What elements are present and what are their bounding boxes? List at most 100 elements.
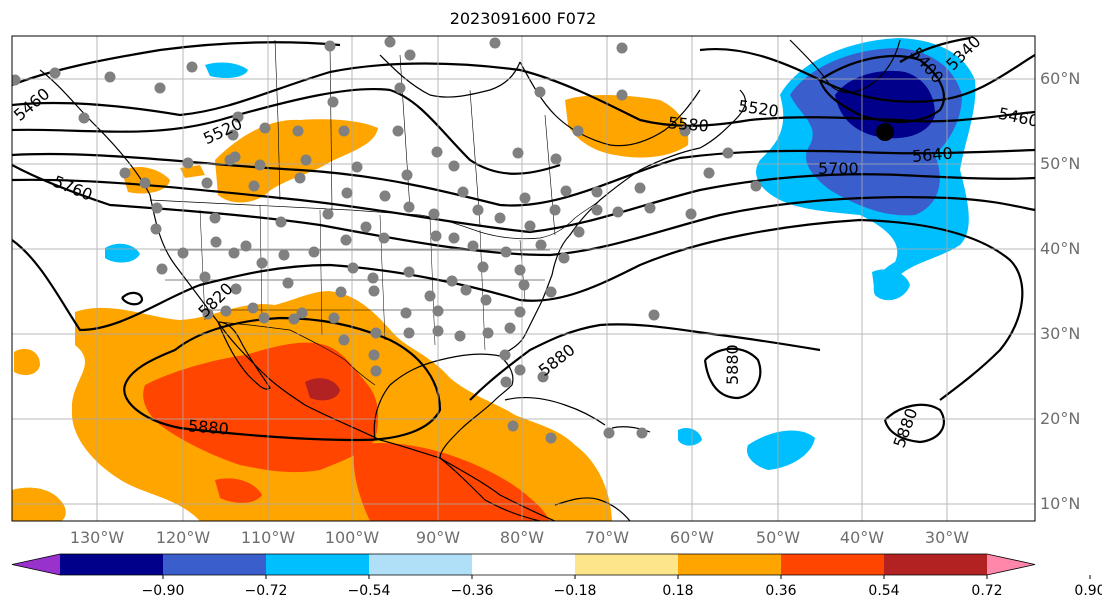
station-marker [230,283,242,295]
coastline-labrador [519,61,701,147]
station-marker [448,232,460,244]
station-marker [335,286,347,298]
contour-5520-east [699,47,1035,103]
colorbar-tick-label: −0.36 [451,583,494,599]
station-marker [150,223,162,235]
station-marker [139,177,151,189]
station-marker [338,334,350,346]
lat-label: 30°N [1040,324,1080,343]
station-marker [558,252,570,264]
colorbar-tick-label: −0.18 [554,583,597,599]
map-title: 2023091600 F072 [449,9,597,28]
station-marker [424,290,436,302]
station-marker [292,125,304,137]
station-marker [220,305,232,317]
lon-label: 70°W [585,528,629,547]
anomaly-region-pacific-lightblue [105,243,140,263]
station-marker [454,330,466,342]
station-marker [327,96,339,108]
station-marker [560,185,572,197]
lat-label: 50°N [1040,154,1080,173]
station-marker [186,61,198,73]
colorbar-tick-label: 0.36 [765,583,796,599]
station-marker [370,327,382,339]
border-us-mexico [217,321,376,386]
station-marker [616,89,628,101]
station-marker [367,272,379,284]
station-marker [256,257,268,269]
station-marker [328,312,340,324]
station-marker [254,159,266,171]
station-marker [368,285,380,297]
station-marker [722,147,734,159]
station-marker [282,277,294,289]
anomaly-region-pacific-orange [14,348,40,376]
station-marker [500,246,512,258]
map-frame [11,35,1036,522]
station-marker [201,177,213,189]
contour-label: 5880 [723,344,742,385]
lon-label: 90°W [416,528,460,547]
station-marker [392,125,404,137]
station-marker [494,212,506,224]
station-marker [278,249,290,261]
coastline-north-america-west [39,69,556,521]
anomaly-region-bc-orange [180,165,205,178]
station-marker [154,82,166,94]
station-marker [467,240,479,252]
colorbar-segment [575,554,679,575]
contour-label: 5580 [667,113,709,135]
station-marker [489,37,501,49]
lon-label: 110°W [241,528,296,547]
station-marker [403,266,415,278]
colorbar-segment [472,554,576,575]
colorbar: −0.90 −0.72 −0.54 −0.36 −0.18 0.18 0.36 0.54 0.7… [11,553,1102,599]
colorbar-tick-label: 0.90 [1074,583,1102,599]
anomaly-region-hudson-lightblue [205,62,248,78]
contour-5820 [12,218,1024,401]
station-marker [432,305,444,317]
station-marker [384,36,396,48]
station-marker [224,154,236,166]
station-marker [324,40,336,52]
lon-label: 130°W [70,528,125,547]
station-marker [685,208,697,220]
coastline-baja [217,321,271,390]
station-marker [616,42,628,54]
lon-label: 120°W [156,528,211,547]
station-marker [703,167,715,179]
latitude-labels: 60°N 50°N 40°N 30°N 20°N 10°N [1040,69,1080,513]
station-markers [12,36,762,444]
coastline-gulf-mexico [373,353,514,459]
station-marker [240,240,252,252]
station-marker [360,221,372,233]
station-marker [591,204,603,216]
colorbar-extension-max [987,554,1035,575]
station-marker [247,302,259,314]
colorbar-tick-label: 0.72 [971,583,1002,599]
lon-label: 30°W [925,528,969,547]
station-marker [648,309,660,321]
station-marker [294,172,306,184]
station-marker [519,192,531,204]
station-marker [177,247,189,259]
station-marker [500,376,512,388]
colorbar-tick-label: 0.54 [868,583,899,599]
station-marker [482,327,494,339]
lat-label: 40°N [1040,239,1080,258]
anomaly-region-baja-red [215,478,262,503]
anomaly-region-atlantic-lightblue-2 [872,269,910,301]
station-marker [537,371,549,383]
colorbar-segment [678,554,782,575]
colorbar-outline [11,553,1036,576]
lon-label: 80°W [500,528,544,547]
station-marker [404,49,416,61]
station-marker [514,264,526,276]
station-marker [457,186,469,198]
lon-label: 100°W [325,528,380,547]
contour-5340 [899,36,971,63]
lat-label: 60°N [1040,69,1080,88]
station-marker [403,201,415,213]
low-center-marker [876,123,894,141]
